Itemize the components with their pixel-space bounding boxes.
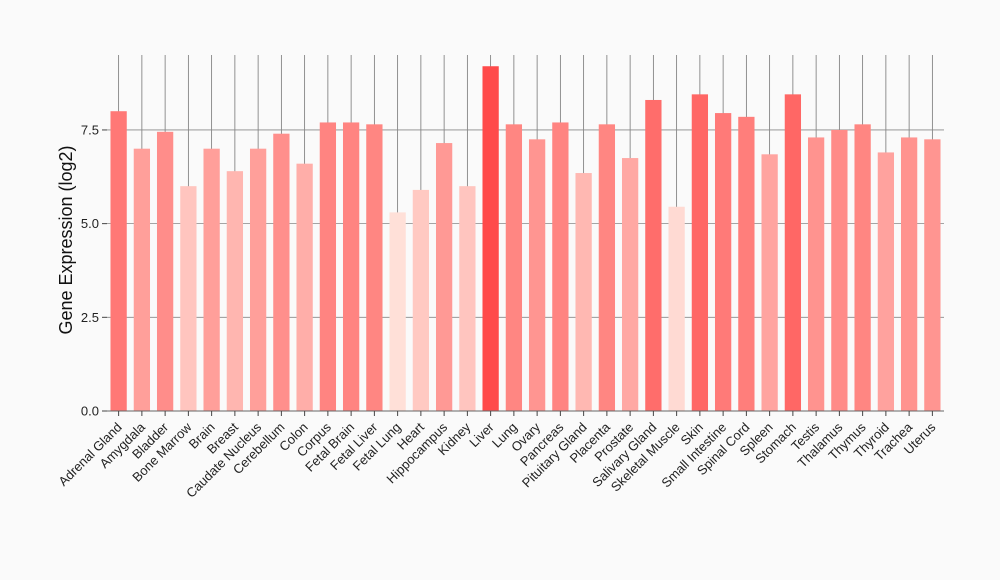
bar-hippocampus[interactable] [435, 143, 453, 411]
bar-pancreas[interactable] [552, 122, 569, 411]
bar-thymus[interactable] [854, 124, 871, 411]
bar-prostate[interactable] [621, 158, 639, 411]
bar-placenta[interactable] [598, 124, 616, 411]
y-tick-label: 0.0 [81, 404, 99, 419]
bar-caudate-nucleus[interactable] [249, 148, 267, 411]
bar-spleen[interactable] [761, 154, 778, 411]
y-tick-label: 5.0 [81, 216, 99, 231]
bar-adrenal-gland[interactable] [110, 111, 127, 412]
bar-amygdala[interactable] [133, 148, 151, 411]
bar-breast[interactable] [226, 171, 244, 411]
bar-skin[interactable] [691, 94, 709, 412]
bar-stomach[interactable] [784, 94, 802, 412]
bar-uterus[interactable] [924, 139, 941, 411]
y-axis-label: Gene Expression (log2) [56, 145, 76, 334]
bar-fetal-brain[interactable] [342, 122, 360, 411]
bar-heart[interactable] [412, 189, 430, 411]
bar-pituitary-gland[interactable] [575, 173, 592, 411]
bar-small-intestine[interactable] [714, 113, 732, 411]
bar-skeletal-muscle[interactable] [668, 206, 685, 411]
y-tick-label: 2.5 [81, 310, 99, 325]
x-tick-label: Liver [466, 419, 497, 450]
bar-liver[interactable] [482, 66, 499, 412]
bar-fetal-liver[interactable] [366, 124, 383, 411]
bar-trachea[interactable] [900, 137, 918, 411]
bar-bladder[interactable] [156, 131, 174, 412]
bar-ovary[interactable] [528, 139, 546, 411]
bar-salivary-gland[interactable] [645, 99, 662, 412]
bar-brain[interactable] [203, 148, 220, 411]
bar-corpus[interactable] [319, 122, 337, 411]
bar-cerebellum[interactable] [273, 133, 290, 411]
bar-fetal-lung[interactable] [389, 212, 406, 411]
bar-kidney[interactable] [459, 186, 476, 411]
bar-thyroid[interactable] [877, 152, 895, 411]
bar-lung[interactable] [505, 124, 523, 411]
bar-bone-marrow[interactable] [180, 186, 197, 411]
bar-spinal-cord[interactable] [738, 116, 755, 412]
bar-layer [110, 66, 941, 412]
bar-thalamus[interactable] [831, 129, 848, 411]
bar-colon[interactable] [296, 163, 313, 411]
bar-testis[interactable] [807, 137, 825, 411]
y-tick-label: 7.5 [81, 122, 99, 137]
